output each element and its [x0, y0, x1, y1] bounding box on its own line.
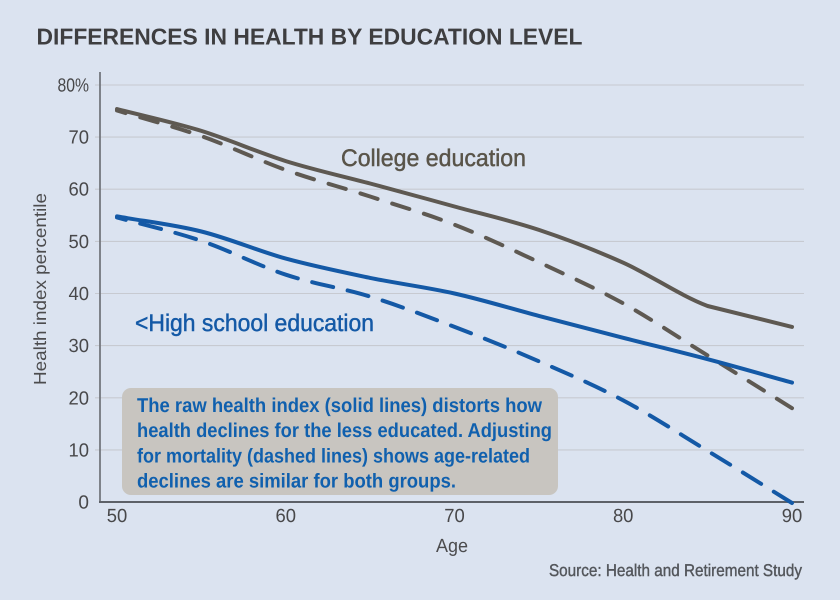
svg-text:90: 90	[782, 506, 803, 527]
svg-text:70: 70	[444, 506, 465, 527]
svg-text:10: 10	[69, 440, 90, 461]
svg-text:80: 80	[613, 506, 634, 527]
svg-text:DIFFERENCES IN HEALTH BY EDUCA: DIFFERENCES IN HEALTH BY EDUCATION LEVEL	[37, 24, 583, 50]
svg-text:Health index percentile: Health index percentile	[30, 193, 50, 385]
svg-text:for mortality (dashed lines) s: for mortality (dashed lines) shows age-r…	[137, 445, 530, 467]
svg-text:30: 30	[69, 336, 90, 357]
svg-text:60: 60	[276, 506, 297, 527]
svg-text:College education: College education	[341, 145, 526, 172]
svg-text:20: 20	[69, 388, 90, 409]
svg-text:Age: Age	[436, 536, 468, 557]
svg-text:40: 40	[69, 284, 90, 305]
svg-text:50: 50	[69, 232, 90, 253]
svg-text:50: 50	[107, 506, 128, 527]
svg-text:The raw health index (solid li: The raw health index (solid lines) disto…	[137, 395, 542, 417]
svg-text:0: 0	[78, 493, 89, 514]
svg-text:health declines for the less e: health declines for the less educated. A…	[137, 420, 552, 442]
svg-text:70: 70	[69, 128, 90, 149]
svg-text:60: 60	[69, 180, 90, 201]
svg-text:declines are similar for both: declines are similar for both groups.	[137, 471, 456, 493]
svg-text:Source: Health and Retirement: Source: Health and Retirement Study	[549, 561, 802, 580]
svg-text:<High school education: <High school education	[135, 310, 374, 337]
svg-text:80%: 80%	[58, 76, 90, 97]
